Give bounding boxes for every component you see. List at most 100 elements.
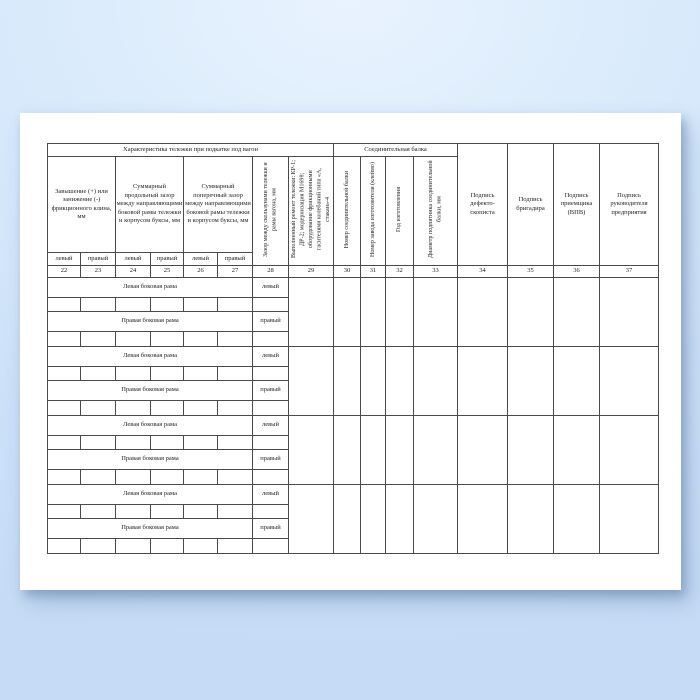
right-frame-label: Правая боковая рама <box>47 380 253 401</box>
entry-cell <box>80 538 116 554</box>
group-header-row: Характеристика тележки при подкатке под … <box>47 143 659 266</box>
entry-cell <box>150 297 184 312</box>
column-number: 31 <box>360 265 386 278</box>
entry-cell <box>47 538 81 554</box>
bogie-block-left-frame-row: Левая боковая рама левый <box>47 346 659 416</box>
bogie-block-entry-row <box>47 538 659 554</box>
entry-cell <box>252 538 289 554</box>
entry-cell <box>217 504 253 519</box>
entry-cell <box>385 484 414 554</box>
entry-cell <box>553 346 600 416</box>
entry-cell <box>217 400 253 416</box>
bogie-block-right-frame-row: Правая боковая рама правый <box>47 311 659 332</box>
entry-cell <box>507 277 554 347</box>
entry-cell <box>360 484 386 554</box>
header-factory-number: Номер завода изготовителя (клеймо) <box>360 156 386 266</box>
entry-cell <box>360 277 386 347</box>
entry-cell <box>288 415 334 485</box>
entry-cell <box>457 277 508 347</box>
entry-cell <box>288 484 334 554</box>
entry-cell <box>288 346 334 416</box>
entry-cell <box>360 415 386 485</box>
side-label-row: левый правый левый правый левый правый <box>47 252 659 266</box>
entry-cell <box>599 346 659 416</box>
entry-cell <box>385 415 414 485</box>
header-factory-number-text: Номер завода изготовителя (клеймо) <box>369 161 376 257</box>
entry-cell <box>413 484 458 554</box>
entry-cell <box>217 331 253 347</box>
entry-cell <box>457 415 508 485</box>
entry-cell <box>252 366 289 381</box>
entry-cell <box>288 277 334 347</box>
left-frame-label: Левая боковая рама <box>47 277 253 298</box>
entry-cell <box>47 435 81 450</box>
slider-left-label: левый <box>252 346 289 367</box>
entry-cell <box>333 484 361 554</box>
entry-cell <box>507 415 554 485</box>
column-number: 34 <box>457 265 508 278</box>
slider-right-label: правый <box>252 380 289 401</box>
entry-cell <box>333 346 361 416</box>
header-beam-number: Номер соединительной балки <box>333 156 361 266</box>
entry-cell <box>385 277 414 347</box>
entry-cell <box>115 331 151 347</box>
side-label-left: левый <box>47 252 81 266</box>
entry-cell <box>150 400 184 416</box>
entry-cell <box>252 504 289 519</box>
header-year-text: Год изготовления <box>396 186 403 232</box>
entry-cell <box>80 469 116 485</box>
slider-right-label: правый <box>252 518 289 539</box>
header-transverse-gap: Суммарный поперечный зазор между направл… <box>183 156 253 253</box>
slider-right-label: правый <box>252 449 289 470</box>
entry-cell <box>599 415 659 485</box>
entry-cell <box>80 297 116 312</box>
entry-cell <box>80 331 116 347</box>
column-number: 36 <box>553 265 600 278</box>
entry-cell <box>115 469 151 485</box>
column-number: 24 <box>115 265 151 278</box>
column-number: 33 <box>413 265 458 278</box>
entry-cell <box>183 297 218 312</box>
entry-cell <box>333 277 361 347</box>
entry-cell <box>217 538 253 554</box>
entry-cell <box>457 484 508 554</box>
header-signature-director: Подпись руководителя предприятия <box>599 143 659 266</box>
side-label-right: правый <box>150 252 184 266</box>
entry-cell <box>183 331 218 347</box>
entry-cell <box>413 415 458 485</box>
entry-cell <box>150 435 184 450</box>
entry-cell <box>217 366 253 381</box>
right-frame-label: Правая боковая рама <box>47 311 253 332</box>
side-label-left: левый <box>183 252 218 266</box>
bogie-characteristics-table: Характеристика тележки при подкатке под … <box>47 143 659 554</box>
column-number: 32 <box>385 265 414 278</box>
column-number: 29 <box>288 265 334 278</box>
header-slider-gap-text: Зазор между скользунами тележки и рамы в… <box>262 161 278 257</box>
header-pivot-diameter: Диаметр подпятника соединительной балки,… <box>413 156 458 266</box>
column-number: 35 <box>507 265 554 278</box>
entry-cell <box>333 415 361 485</box>
entry-cell <box>252 400 289 416</box>
entry-cell <box>150 469 184 485</box>
entry-cell <box>115 297 151 312</box>
entry-cell <box>47 504 81 519</box>
header-pivot-diameter-text: Диаметр подпятника соединительной балки,… <box>427 160 443 259</box>
slider-left-label: левый <box>252 415 289 436</box>
slider-left-label: левый <box>252 277 289 298</box>
entry-cell <box>47 469 81 485</box>
header-signature-defectoscopist: Подпись дефекто- скописта <box>457 143 508 266</box>
document-page: Характеристика тележки при подкатке под … <box>20 113 681 590</box>
entry-cell <box>385 346 414 416</box>
entry-cell <box>115 400 151 416</box>
entry-cell <box>183 504 218 519</box>
bogie-block-right-frame-row: Правая боковая рама правый <box>47 380 659 401</box>
entry-cell <box>150 366 184 381</box>
entry-cell <box>47 366 81 381</box>
bogie-block-left-frame-row: Левая боковая рама левый <box>47 484 659 554</box>
entry-cell <box>507 346 554 416</box>
header-friction-wedge: Завышение (+) или занижение (-) фрикцион… <box>47 156 116 253</box>
entry-cell <box>413 346 458 416</box>
entry-cell <box>47 297 81 312</box>
entry-cell <box>80 400 116 416</box>
